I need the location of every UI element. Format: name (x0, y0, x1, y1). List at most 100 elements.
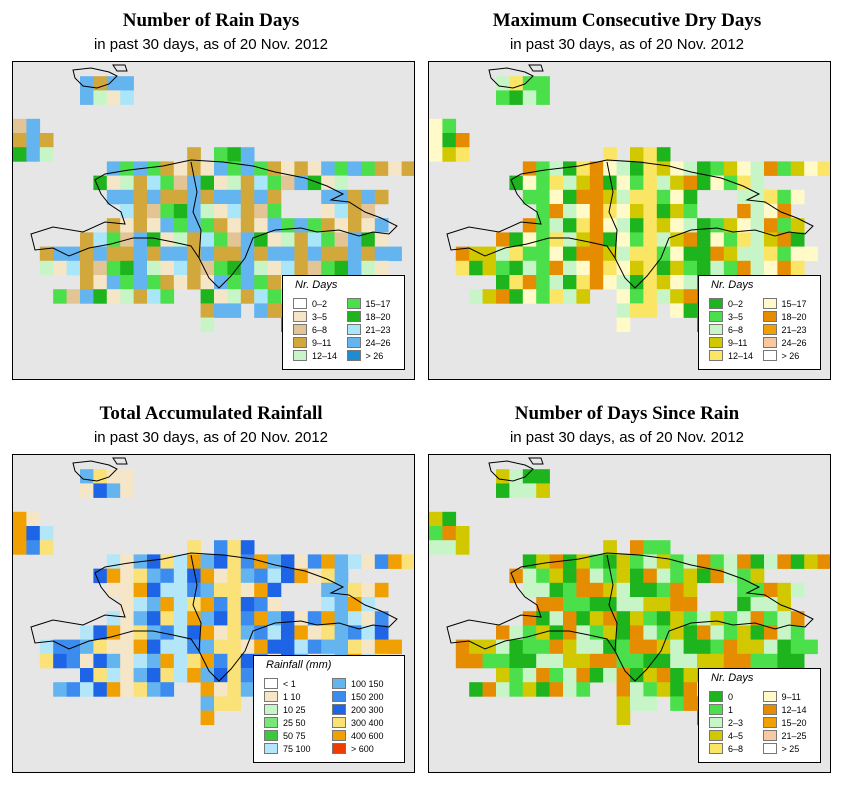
grid-cell (254, 218, 268, 233)
grid-cell (321, 246, 335, 262)
panel-subtitle: in past 30 days, as of 20 Nov. 2012 (93, 36, 329, 53)
grid-cell (496, 260, 510, 276)
grid-cell (536, 682, 550, 697)
legend-swatch (332, 691, 346, 702)
legend-label: 0 (728, 692, 734, 702)
grid-cell (670, 611, 684, 626)
grid-cell (187, 232, 201, 247)
grid-cell (496, 232, 510, 247)
grid-cell (522, 668, 537, 683)
grid-cell (656, 611, 671, 626)
grid-cell (777, 232, 792, 247)
grid-cell (80, 653, 94, 669)
grid-cell (227, 232, 242, 247)
legend-label: 9–11 (781, 692, 801, 702)
grid-cell (536, 218, 550, 233)
grid-cell (133, 611, 148, 626)
grid-cell (576, 275, 591, 290)
grid-cell (536, 189, 550, 205)
grid-cell (616, 568, 631, 584)
grid-cell (388, 639, 402, 655)
legend: Rainfall (mm) < 1 1 10 10 25 25 50 50 75 75 1… (253, 655, 405, 763)
grid-cell (790, 260, 805, 276)
legend-item: 3–5 (293, 311, 327, 323)
grid-cell (334, 611, 349, 626)
legend-label: 6–8 (312, 325, 328, 335)
grid-cell (307, 625, 322, 640)
legend-label: 200 300 (351, 705, 384, 715)
grid-cell (710, 246, 725, 262)
grid-cell (26, 147, 41, 162)
grid-cell (750, 639, 765, 655)
grid-cell (455, 526, 470, 541)
grid-cell (616, 204, 631, 219)
grid-cell (455, 147, 470, 162)
grid-cell (777, 218, 792, 233)
grid-cell (240, 218, 255, 233)
grid-cell (160, 568, 175, 584)
grid-cell (563, 611, 577, 626)
grid-cell (53, 682, 67, 697)
grid-cell (106, 218, 121, 233)
grid-cell (563, 204, 577, 219)
grid-cell (348, 218, 362, 233)
grid-cell (39, 540, 54, 555)
grid-cell (536, 76, 550, 91)
grid-cell (630, 204, 644, 219)
grid-cell (13, 540, 27, 555)
panel-title: Maximum Consecutive Dry Days (492, 10, 762, 31)
grid-cell (200, 175, 215, 191)
grid-cell (670, 682, 684, 697)
grid-cell (683, 597, 698, 612)
grid-cell (187, 540, 201, 555)
grid-cell (589, 189, 604, 205)
grid-cell (549, 175, 564, 191)
grid-cell (616, 303, 631, 318)
grid-cell (147, 582, 161, 598)
grid-cell (93, 668, 108, 683)
grid-cell (267, 625, 282, 640)
grid-cell (348, 611, 362, 626)
grid-cell (147, 204, 161, 219)
legend-item: 75 100 (264, 743, 311, 755)
grid-cell (563, 232, 577, 247)
grid-cell (522, 469, 537, 484)
grid-cell (616, 639, 631, 655)
grid-cell (522, 582, 537, 598)
grid-cell (80, 289, 94, 304)
grid-cell (630, 189, 644, 205)
grid-cell (348, 189, 362, 205)
grid-cell (254, 246, 268, 262)
grid-cell (589, 582, 604, 598)
grid-cell (697, 161, 711, 176)
grid-cell (187, 597, 201, 612)
grid-cell (710, 232, 725, 247)
legend-item: 0 (709, 691, 733, 703)
grid-cell (26, 526, 41, 541)
grid-cell (603, 639, 617, 655)
grid-cell (240, 161, 255, 176)
grid-cell (683, 161, 698, 176)
grid-cell (173, 668, 188, 683)
grid-cell (616, 232, 631, 247)
grid-cell (522, 76, 537, 91)
legend-title: Nr. Days (711, 279, 754, 291)
grid-cell (576, 611, 591, 626)
grid-cell (133, 218, 148, 233)
grid-cell (133, 204, 148, 219)
grid-cell (603, 540, 617, 555)
grid-cell (106, 275, 121, 290)
grid-cell (509, 275, 524, 290)
grid-cell (509, 469, 524, 484)
grid-cell (160, 597, 175, 612)
grid-cell (536, 554, 550, 569)
grid-cell (643, 597, 658, 612)
grid-cell (106, 639, 121, 655)
grid-cell (536, 483, 550, 498)
grid-cell (227, 303, 242, 318)
grid-cell (509, 625, 524, 640)
grid-cell (173, 611, 188, 626)
grid-cell (589, 275, 604, 290)
grid-cell (214, 568, 228, 584)
grid-cell (790, 625, 805, 640)
